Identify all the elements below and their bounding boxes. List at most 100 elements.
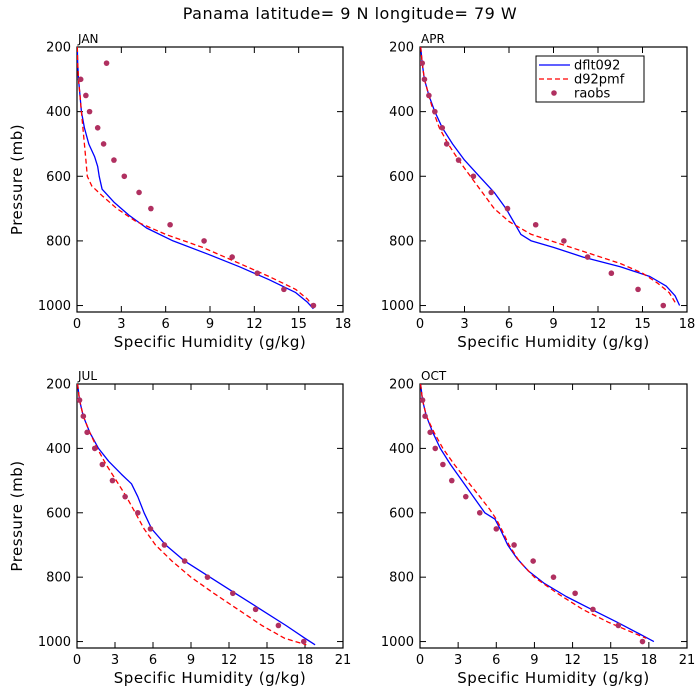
panel-apr: 0 3 6 9 12 15 18 200 400 600 800 1000 Specific Humid…: [381, 32, 695, 351]
panel-oct: 0 3 6 9 12 15 18 21 200 400 600 800 1000 Specific Hum…: [381, 369, 695, 687]
raobs-point: [462, 493, 469, 500]
raobs-point: [511, 542, 517, 548]
dflt092-line: [77, 47, 314, 310]
raobs-point: [77, 76, 84, 83]
x-axis-label: Specific Humidity (g/kg): [457, 333, 649, 351]
y-tick-label: 800: [46, 234, 71, 249]
raobs-point: [440, 461, 446, 468]
y-axis-label: Pressure (mb): [8, 124, 26, 235]
x-tick-label: 18: [679, 317, 696, 332]
x-tick-label: 0: [73, 653, 81, 668]
series-group: [77, 384, 316, 646]
x-tick-label: 15: [634, 317, 651, 332]
raobs-point: [443, 141, 450, 147]
raobs-point: [275, 622, 282, 629]
raobs-point: [422, 413, 428, 419]
x-tick-label: 0: [416, 317, 424, 332]
y-tick-label: 200: [46, 41, 71, 56]
x-tick-label: 21: [335, 653, 352, 668]
raobs-point: [99, 461, 106, 468]
raobs-point: [420, 60, 426, 66]
x-tick-label: 18: [335, 317, 352, 332]
y-tick-label: 1000: [38, 635, 71, 650]
x-axis-label: Specific Humidity (g/kg): [457, 669, 649, 687]
x-tick-label: 9: [549, 317, 557, 332]
raobs-point: [100, 141, 107, 147]
raobs-point: [204, 574, 211, 580]
raobs-point: [91, 445, 98, 452]
y-tick-label: 1000: [381, 299, 414, 314]
panel-title: APR: [421, 32, 445, 46]
x-axis-label: Specific Humidity (g/kg): [114, 669, 306, 687]
x-tick-label: 3: [117, 317, 125, 332]
raobs-point: [77, 397, 83, 403]
raobs-point: [590, 606, 596, 613]
y-tick-label: 400: [389, 105, 414, 120]
raobs-point: [161, 542, 168, 548]
raobs-point: [252, 606, 259, 613]
y-tick-label: 400: [389, 442, 414, 457]
d92pmf-line: [420, 384, 647, 639]
d92pmf-line: [420, 47, 676, 303]
raobs-point: [103, 60, 110, 66]
raobs-point: [254, 270, 261, 277]
raobs-point: [561, 238, 567, 244]
x-tick-label: 6: [492, 653, 500, 668]
raobs-point: [584, 254, 591, 260]
raobs-point: [550, 574, 557, 580]
panel-jul: 0 3 6 9 12 15 18 21 200 400 600 800 1000 Specific Hum…: [8, 369, 351, 687]
raobs-point: [660, 302, 667, 309]
y-tick-label: 1000: [381, 635, 414, 650]
raobs-point: [136, 189, 142, 196]
raobs-point: [470, 173, 477, 180]
panel-frame: [76, 383, 344, 649]
raobs-point: [147, 526, 154, 532]
raobs-point: [94, 124, 101, 131]
raobs-point: [310, 302, 317, 309]
y-tick-label: 200: [46, 378, 71, 393]
raobs-point: [84, 429, 90, 436]
y-tick-label: 1000: [38, 299, 71, 314]
legend-marker: [551, 90, 557, 96]
raobs-point: [493, 526, 500, 532]
x-tick-label: 6: [505, 317, 513, 332]
x-tick-label: 3: [111, 653, 119, 668]
panel-title: JUL: [77, 369, 97, 383]
raobs-point: [448, 477, 455, 484]
raobs-point: [530, 558, 536, 564]
series-group: [420, 384, 655, 645]
x-tick-label: 0: [416, 653, 424, 668]
raobs-point: [109, 477, 116, 484]
x-tick-label: 12: [246, 317, 263, 332]
y-tick-label: 600: [389, 170, 414, 185]
x-tick-label: 18: [641, 653, 658, 668]
figure-title: Panama latitude= 9 N longitude= 79 W: [183, 4, 518, 23]
raobs-point: [426, 92, 432, 99]
legend-label: dflt092: [574, 59, 620, 74]
y-tick-label: 200: [389, 41, 414, 56]
y-tick-label: 600: [46, 170, 71, 185]
raobs-point: [281, 286, 287, 293]
raobs-point: [122, 493, 128, 500]
panel-jan: 0 3 6 9 12 15 18 200 400 600 800 1000 Specific Humid…: [8, 32, 351, 351]
raobs-point: [111, 157, 117, 163]
x-tick-label: 15: [259, 653, 276, 668]
raobs-point: [230, 590, 236, 597]
legend-label: d92pmf: [574, 73, 625, 88]
legend-label: raobs: [574, 87, 611, 102]
raobs-point: [420, 397, 426, 403]
x-tick-label: 3: [460, 317, 468, 332]
raobs-point: [181, 558, 188, 564]
x-tick-label: 12: [564, 653, 581, 668]
y-tick-label: 800: [46, 571, 71, 586]
y-tick-label: 200: [389, 378, 414, 393]
raobs-point: [201, 238, 207, 244]
raobs-point: [432, 108, 438, 115]
raobs-point: [167, 221, 173, 228]
raobs-point: [121, 173, 128, 180]
y-tick-label: 600: [46, 506, 71, 521]
panel-title: OCT: [421, 369, 447, 383]
x-tick-label: 18: [297, 653, 314, 668]
